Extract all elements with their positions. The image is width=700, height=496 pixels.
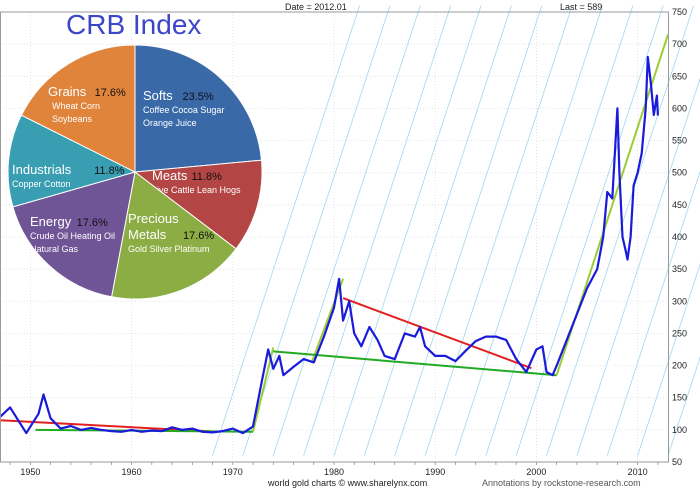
last-value-readout: Last = 589	[560, 2, 603, 12]
y-tick-label: 450	[672, 200, 687, 210]
pie-item-label: Live Cattle Lean Hogs	[152, 185, 241, 195]
pie-pct-label: 17.6%	[183, 230, 214, 242]
pie-item-label: Orange Juice	[143, 118, 197, 128]
pie-label-meats: Meats	[152, 168, 188, 183]
pie-label-line2: Metals	[128, 227, 167, 242]
y-tick-label: 200	[672, 361, 687, 371]
channel-line	[394, 5, 543, 456]
x-tick-label: 1990	[425, 467, 445, 477]
y-tick-label: 250	[672, 328, 687, 338]
channel-line	[455, 5, 603, 456]
x-tick-label: 2000	[526, 467, 546, 477]
y-tick-label: 650	[672, 71, 687, 81]
pie-slice-energy	[12, 171, 136, 298]
channel-layer	[212, 5, 700, 456]
channel-line	[515, 5, 664, 456]
axis-layer: 50 100 150 200 250 300 350 400 450 500 550 600 650 70…	[0, 7, 687, 477]
channel-line	[667, 356, 700, 456]
pie-slice-softs	[134, 44, 263, 173]
channel-line	[606, 170, 700, 456]
pie-label-energy: Energy	[30, 214, 72, 229]
trendline	[252, 347, 275, 433]
pie-slice-grains	[20, 44, 136, 173]
y-tick-label: 700	[672, 39, 687, 49]
x-tick-label: 2010	[628, 467, 648, 477]
y-tick-label: 600	[672, 103, 687, 113]
pie-label-softs: Softs	[143, 88, 173, 103]
crb-price-series	[0, 55, 659, 435]
pie-slice-meats	[133, 159, 263, 250]
pie-item-label: Wheat Corn	[52, 101, 100, 111]
x-tick-label: 1950	[20, 467, 40, 477]
pie-pct-label: 11.8%	[94, 165, 125, 177]
pie-pct-label: 17.6%	[95, 87, 126, 99]
x-tick-label: 1960	[122, 467, 142, 477]
y-tick-label: 50	[672, 457, 682, 467]
pie-item-label: Coffee Cocoa Sugar	[143, 105, 224, 115]
trendline	[310, 278, 345, 363]
channel-line	[363, 5, 512, 456]
pie-chart: CRB Index Softs 23.5% Coffee Cocoa Sugar Ora…	[7, 9, 263, 300]
y-tick-label: 500	[672, 168, 687, 178]
y-tick-label: 550	[672, 136, 687, 146]
pie-title: CRB Index	[66, 9, 201, 40]
channel-line	[212, 5, 360, 456]
y-tick-label: 750	[672, 7, 687, 17]
trendline	[273, 350, 557, 377]
channel-line	[272, 5, 421, 456]
pie-pct-label: 23.5%	[183, 91, 214, 103]
y-tick-label: 100	[672, 425, 687, 435]
series-layer	[0, 55, 659, 435]
x-tick-label: 1980	[324, 467, 344, 477]
channel-line	[424, 5, 573, 456]
channel-line	[333, 5, 482, 456]
channel-line	[485, 5, 634, 456]
pie-slice-industrials	[7, 114, 137, 208]
pie-item-label: Crude Oil Heating Oil	[30, 231, 115, 241]
channel-line	[576, 77, 700, 456]
pie-slice-precious	[111, 171, 237, 300]
y-tick-label: 300	[672, 296, 687, 306]
date-readout: Date = 2012.01	[285, 2, 347, 12]
y-tick-label: 400	[672, 232, 687, 242]
pie-item-label: Soybeans	[52, 114, 93, 124]
channel-line	[303, 5, 452, 456]
pie-label-industrials: Industrials	[12, 162, 72, 177]
y-tick-label: 350	[672, 264, 687, 274]
channel-line	[242, 5, 391, 456]
annotation-credit: Annotations by rockstone-research.com	[482, 478, 641, 488]
y-tick-label: 150	[672, 393, 687, 403]
pie-label-grains: Grains	[48, 84, 87, 99]
trendline-layer	[0, 34, 669, 433]
trendline	[342, 297, 532, 370]
channel-line	[546, 5, 694, 456]
plot-frame	[0, 11, 669, 463]
pie-label-precious: Precious	[128, 211, 179, 226]
pie-item-label: Copper Cotton	[12, 179, 71, 189]
channel-line	[637, 263, 700, 456]
pie-item-label: Natural Gas	[30, 244, 79, 254]
pie-pct-label: 11.8%	[192, 171, 223, 183]
pie-item-label: Gold Silver Platinum	[128, 244, 210, 254]
source-credit: world gold charts © www.sharelynx.com	[268, 478, 428, 488]
pie-pct-label: 17.6%	[77, 217, 108, 229]
x-tick-label: 1970	[223, 467, 243, 477]
